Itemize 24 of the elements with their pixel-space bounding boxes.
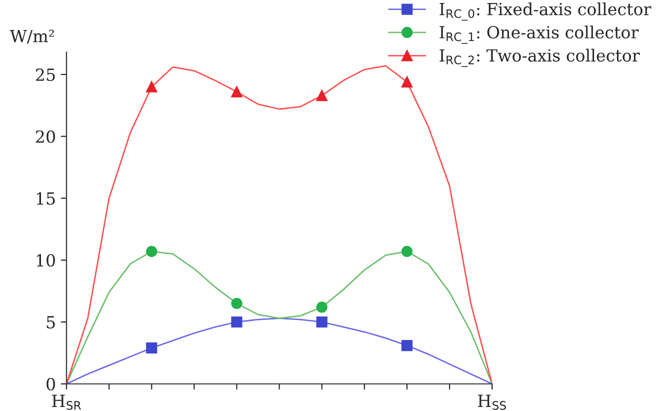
point [146, 342, 158, 354]
point [316, 302, 328, 313]
point [401, 246, 413, 258]
y-tick-label: 0 [46, 378, 55, 390]
point [401, 340, 413, 352]
legend-label: I$_{RC_2}$: Two-axis collector [440, 48, 640, 67]
y-tick-label: 5 [46, 316, 55, 329]
point [146, 81, 158, 92]
y-tick-label: 25 [36, 68, 55, 82]
point [231, 298, 242, 309]
y-axis-title: W/m² [10, 30, 54, 44]
y-tick-label: 20 [36, 130, 55, 143]
point [231, 86, 242, 98]
point [146, 246, 158, 258]
point [231, 316, 242, 328]
y-tick-label: 10 [36, 254, 55, 267]
point [316, 90, 328, 102]
point [401, 76, 413, 88]
legend-label: I$_{RC_0}$: Fixed-axis collector [440, 2, 652, 21]
point [316, 316, 328, 328]
y-tick-label: 15 [36, 192, 55, 205]
x-tick-label: H$_{SR}$ [52, 394, 82, 410]
legend-label: I$_{RC_1}$: One-axis collector [440, 26, 639, 44]
x-tick-label: H$_{SS}$ [478, 394, 506, 410]
